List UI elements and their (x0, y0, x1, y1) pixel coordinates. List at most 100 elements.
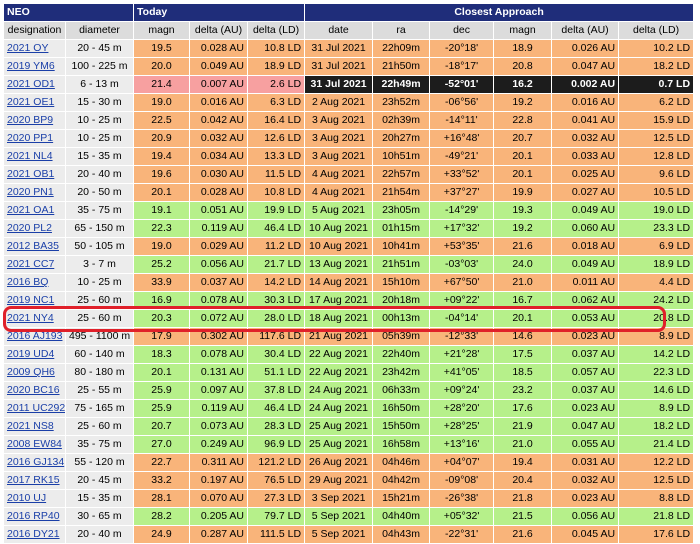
approach-delta-ld-cell: 12.5 LD (618, 129, 695, 148)
table-row: 2009 QH6 80 - 180 m 20.1 0.131 AU 51.1 LD 22 … (3, 363, 695, 382)
today-delta-ld-cell: 30.4 LD (247, 345, 306, 364)
designation-link[interactable]: 2020 PN1 (7, 186, 54, 198)
today-delta-ld-cell: 27.3 LD (247, 489, 306, 508)
diameter-cell: 15 - 35 m (64, 147, 135, 166)
column-header: dec (429, 21, 495, 40)
approach-ra-cell: 04h46m (372, 453, 431, 472)
designation-cell: 2019 UD4 (3, 345, 66, 364)
diameter-cell: 80 - 180 m (64, 363, 135, 382)
designation-cell: 2021 NY4 (3, 309, 66, 328)
approach-ra-cell: 06h33m (372, 381, 431, 400)
designation-link[interactable]: 2019 NC1 (7, 294, 55, 306)
approach-dec-cell: +67°50' (429, 273, 495, 292)
approach-ra-cell: 04h43m (372, 525, 431, 544)
approach-date-cell: 5 Aug 2021 (304, 201, 374, 220)
approach-date-cell: 22 Aug 2021 (304, 345, 374, 364)
today-magn-cell: 25.2 (133, 255, 191, 274)
approach-delta-au-cell: 0.057 AU (551, 363, 620, 382)
designation-link[interactable]: 2016 AJ193 (7, 330, 63, 342)
today-magn-cell: 20.0 (133, 57, 191, 76)
designation-link[interactable]: 2020 BC16 (7, 384, 60, 396)
approach-ra-cell: 21h51m (372, 255, 431, 274)
today-delta-ld-cell: 11.2 LD (247, 237, 306, 256)
designation-link[interactable]: 2021 NY4 (7, 312, 54, 324)
designation-link[interactable]: 2020 BP9 (7, 114, 54, 126)
today-delta-ld-cell: 11.5 LD (247, 165, 306, 184)
approach-delta-ld-cell: 20.8 LD (618, 309, 695, 328)
designation-cell: 2012 BA35 (3, 237, 66, 256)
table-body: 2021 OY 20 - 45 m 19.5 0.028 AU 10.8 LD 31 Ju… (3, 39, 695, 544)
table-row: 2008 EW84 35 - 75 m 27.0 0.249 AU 96.9 LD 25 … (3, 435, 695, 454)
today-delta-au-cell: 0.007 AU (189, 75, 249, 94)
approach-delta-au-cell: 0.060 AU (551, 219, 620, 238)
approach-ra-cell: 02h39m (372, 111, 431, 130)
table-row: 2021 OY 20 - 45 m 19.5 0.028 AU 10.8 LD 31 Ju… (3, 39, 695, 58)
designation-link[interactable]: 2012 BA35 (7, 240, 59, 252)
designation-cell: 2016 RP40 (3, 507, 66, 526)
designation-link[interactable]: 2021 OA1 (7, 204, 55, 216)
designation-link[interactable]: 2019 YM6 (7, 60, 55, 72)
approach-delta-au-cell: 0.023 AU (551, 327, 620, 346)
designation-link[interactable]: 2016 RP40 (7, 510, 60, 522)
designation-link[interactable]: 2021 NL4 (7, 150, 53, 162)
approach-magn-cell: 20.4 (493, 471, 553, 490)
approach-magn-cell: 19.4 (493, 453, 553, 472)
today-delta-au-cell: 0.016 AU (189, 93, 249, 112)
today-delta-ld-cell: 96.9 LD (247, 435, 306, 454)
approach-delta-ld-cell: 21.4 LD (618, 435, 695, 454)
column-header: delta (LD) (618, 21, 695, 40)
approach-date-cell: 24 Aug 2021 (304, 381, 374, 400)
table-row: 2016 RP40 30 - 65 m 28.2 0.205 AU 79.7 LD 5 S… (3, 507, 695, 526)
designation-link[interactable]: 2020 PP1 (7, 132, 54, 144)
designation-link[interactable]: 2021 CC7 (7, 258, 55, 270)
approach-delta-au-cell: 0.016 AU (551, 93, 620, 112)
approach-magn-cell: 19.9 (493, 183, 553, 202)
designation-link[interactable]: 2016 DY21 (7, 528, 60, 540)
today-delta-au-cell: 0.311 AU (189, 453, 249, 472)
approach-date-cell: 17 Aug 2021 (304, 291, 374, 310)
approach-delta-au-cell: 0.027 AU (551, 183, 620, 202)
designation-cell: 2016 BQ (3, 273, 66, 292)
approach-magn-cell: 24.0 (493, 255, 553, 274)
diameter-cell: 20 - 45 m (64, 39, 135, 58)
designation-link[interactable]: 2009 QH6 (7, 366, 55, 378)
designation-link[interactable]: 2021 OB1 (7, 168, 55, 180)
designation-cell: 2020 BP9 (3, 111, 66, 130)
designation-link[interactable]: 2021 OE1 (7, 96, 55, 108)
designation-link[interactable]: 2011 UC292 (7, 402, 66, 414)
approach-magn-cell: 19.2 (493, 93, 553, 112)
approach-date-cell: 31 Jul 2021 (304, 75, 374, 94)
designation-link[interactable]: 2021 OD1 (7, 78, 55, 90)
designation-link[interactable]: 2008 EW84 (7, 438, 62, 450)
today-magn-cell: 19.0 (133, 237, 191, 256)
approach-magn-cell: 21.8 (493, 489, 553, 508)
header-row-columns: designation diameter magn delta (AU) delta (… (3, 21, 695, 40)
today-delta-au-cell: 0.037 AU (189, 273, 249, 292)
designation-cell: 2020 PL2 (3, 219, 66, 238)
today-delta-ld-cell: 28.0 LD (247, 309, 306, 328)
designation-cell: 2017 RK15 (3, 471, 66, 490)
approach-delta-au-cell: 0.049 AU (551, 201, 620, 220)
approach-ra-cell: 04h40m (372, 507, 431, 526)
diameter-cell: 55 - 120 m (64, 453, 135, 472)
neo-table: NEO Today Closest Approach designation di… (2, 3, 695, 544)
designation-link[interactable]: 2016 BQ (7, 276, 49, 288)
approach-date-cell: 3 Aug 2021 (304, 111, 374, 130)
approach-ra-cell: 21h50m (372, 57, 431, 76)
designation-link[interactable]: 2021 NS8 (7, 420, 54, 432)
designation-link[interactable]: 2020 PL2 (7, 222, 52, 234)
approach-delta-ld-cell: 6.2 LD (618, 93, 695, 112)
approach-dec-cell: +17°32' (429, 219, 495, 238)
designation-cell: 2021 OD1 (3, 75, 66, 94)
designation-link[interactable]: 2021 OY (7, 42, 49, 54)
designation-link[interactable]: 2010 UJ (7, 492, 47, 504)
designation-link[interactable]: 2019 UD4 (7, 348, 55, 360)
approach-ra-cell: 23h05m (372, 201, 431, 220)
approach-date-cell: 26 Aug 2021 (304, 453, 374, 472)
approach-dec-cell: -18°17' (429, 57, 495, 76)
diameter-cell: 15 - 35 m (64, 489, 135, 508)
today-magn-cell: 20.1 (133, 183, 191, 202)
designation-link[interactable]: 2017 RK15 (7, 474, 60, 486)
designation-link[interactable]: 2016 GJ134 (7, 456, 65, 468)
table-row: 2010 UJ 15 - 35 m 28.1 0.070 AU 27.3 LD 3 Sep… (3, 489, 695, 508)
